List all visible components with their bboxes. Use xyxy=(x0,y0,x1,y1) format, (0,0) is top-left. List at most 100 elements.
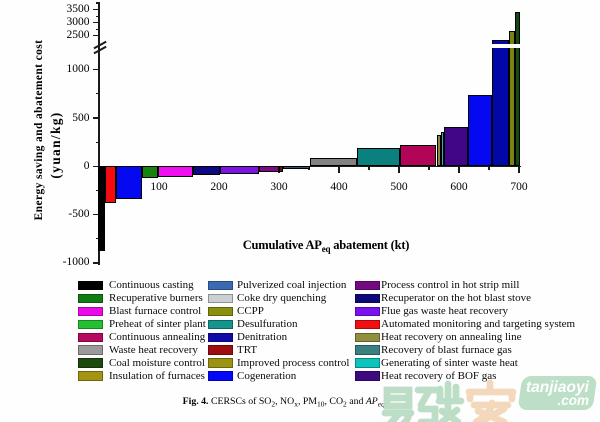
watermark-site-tld: .com xyxy=(557,393,589,408)
caption-segment: CERSCs of SO xyxy=(208,396,272,407)
legend-label: Heat recovery on annealing line xyxy=(381,331,522,343)
watermark-glyph-stroke xyxy=(435,380,465,422)
caption-subscript: 10 xyxy=(317,399,325,409)
y-tick-label: 3000 xyxy=(66,16,90,29)
legend-label: Desulfuration xyxy=(237,318,298,331)
chart-bar xyxy=(444,126,469,167)
x-tick-label: 400 xyxy=(330,180,348,193)
legend-label: Heat recovery of BOF gas xyxy=(381,369,497,382)
chart-bar xyxy=(278,166,283,173)
legend-swatch xyxy=(208,345,233,355)
y-tick-major xyxy=(93,262,99,264)
legend-swatch xyxy=(78,332,103,342)
legend-label: Cogeneration xyxy=(237,369,297,382)
chart-bar xyxy=(509,31,516,167)
legend-swatch xyxy=(354,345,380,355)
caption-segment: , PM xyxy=(297,396,318,407)
legend-swatch xyxy=(78,358,103,368)
chart-bar xyxy=(157,166,194,178)
legend-swatch xyxy=(354,306,380,316)
legend-label: Insulation of furnaces xyxy=(109,369,205,382)
x-tick-label: 700 xyxy=(510,180,528,193)
chart-bar xyxy=(258,166,279,172)
watermark-glyph-stroke xyxy=(465,379,517,403)
x-tick-label: 500 xyxy=(390,180,408,193)
legend-swatch xyxy=(208,293,233,304)
legend-swatch xyxy=(354,332,380,342)
legend-swatch xyxy=(354,371,380,381)
y-tick-major xyxy=(93,214,99,216)
x-tick-major xyxy=(338,166,340,173)
y-tick-major xyxy=(93,22,99,24)
legend-swatch xyxy=(354,293,380,304)
legend-label: Denitration xyxy=(237,331,288,343)
watermark-glyph-stroke xyxy=(470,399,512,422)
watermark-glyph-stroke xyxy=(414,386,441,422)
watermark-glyph-stroke xyxy=(381,409,415,422)
y-tick-label: -1000 xyxy=(62,256,90,269)
legend-swatch xyxy=(208,306,233,316)
legend-swatch xyxy=(78,345,103,355)
legend-label: TRT xyxy=(237,343,258,356)
legend-swatch xyxy=(78,306,103,316)
y-tick-minor xyxy=(95,28,99,30)
caption-subscript: 2 xyxy=(271,399,276,409)
caption-segment: , CO xyxy=(324,396,344,407)
legend-swatch xyxy=(354,280,380,291)
chart-bar xyxy=(515,12,520,167)
legend-label: Recuperative burners xyxy=(109,292,203,305)
y-tick-major xyxy=(93,165,99,167)
y-tick-major xyxy=(93,35,99,37)
y-tick-major xyxy=(93,9,99,11)
caption-subscript: eq xyxy=(377,399,385,409)
y-tick-label: 2500 xyxy=(66,29,90,42)
y-tick-label: 3500 xyxy=(66,3,90,16)
chart-bar xyxy=(282,166,310,169)
x-tick-major xyxy=(518,166,520,173)
chart-bar xyxy=(309,157,357,167)
x-tick-label: 200 xyxy=(210,180,228,193)
legend-swatch xyxy=(208,319,233,329)
chart-bar xyxy=(357,148,400,167)
caption-subscript: 2 xyxy=(343,399,347,409)
y-tick-minor xyxy=(95,2,99,4)
legend-label: Continuous annealing xyxy=(109,331,206,343)
y-tick-label: 0 xyxy=(83,159,90,172)
y-tick-label: 1000 xyxy=(66,63,90,76)
x-tick-major xyxy=(398,166,400,173)
legend-label: Pulverized coal injection xyxy=(237,279,347,292)
legend-label: CCPP xyxy=(237,305,264,318)
chart-bar xyxy=(219,166,259,175)
chart-bar xyxy=(116,166,142,200)
y-tick-minor xyxy=(95,15,99,17)
y-axis-line xyxy=(98,1,100,266)
legend-label: Blast furnace control xyxy=(109,305,202,318)
caption-text: CERSCs of SO2, NOx, PM10, CO2 and APeq. xyxy=(208,396,387,409)
y-tick-label: -500 xyxy=(68,208,90,221)
legend-swatch xyxy=(78,319,103,329)
x-tick-minor xyxy=(428,166,430,171)
caption-prefix: Fig. 4. xyxy=(182,396,209,407)
legend-swatch xyxy=(208,358,233,368)
y-tick-major xyxy=(93,117,99,119)
x-tick-label: 300 xyxy=(270,180,288,193)
legend-label: Coke dry quenching xyxy=(237,292,327,305)
legend-swatch xyxy=(208,371,233,381)
y-axis-title-line1: Energy saving and abatement cost xyxy=(33,39,45,220)
legend-swatch xyxy=(78,280,103,291)
legend-swatch xyxy=(78,293,103,304)
chart-bar xyxy=(468,95,492,167)
legend-label: Automated monitoring and targeting syste… xyxy=(381,318,576,331)
watermark-glyph-stroke xyxy=(383,386,413,410)
legend-label: Improved process control xyxy=(237,356,350,369)
legend-swatch xyxy=(354,358,380,368)
caption-segment: AP xyxy=(365,396,378,407)
legend-label: Recovery of blast furnace gas xyxy=(381,343,512,356)
y-axis-title-line2: (yuan/kg) xyxy=(48,111,63,179)
legend-label: Coal moisture control xyxy=(109,356,205,369)
x-axis-title: Cumulative APeq abatement (kt) xyxy=(242,238,410,254)
caption-segment: , NO xyxy=(275,396,295,407)
y-tick-minor xyxy=(95,238,99,240)
chart-bar xyxy=(97,166,105,252)
